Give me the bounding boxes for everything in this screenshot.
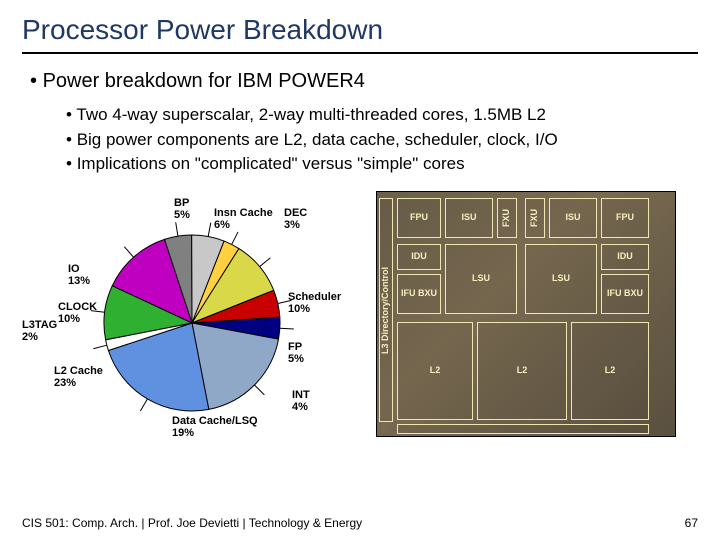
page-number: 67 (685, 516, 698, 530)
floorplan-block: IDU (397, 244, 441, 270)
pie-label: L3TAG2% (22, 319, 57, 343)
pie-label: IO13% (68, 263, 90, 287)
pie-label: FP5% (288, 341, 304, 365)
floorplan-block: L3 Directory/Control (379, 198, 393, 422)
slide-title: Processor Power Breakdown (22, 14, 698, 54)
floorplan-block: FPU (397, 198, 441, 238)
pie-label: L2 Cache23% (54, 365, 103, 389)
sub-bullet: Two 4-way superscalar, 2-way multi-threa… (66, 103, 698, 128)
floorplan-block: L2 (477, 322, 567, 420)
floorplan-block (397, 424, 649, 434)
sub-bullet: Implications on "complicated" versus "si… (66, 152, 698, 177)
floorplan-block: IFU BXU (397, 274, 441, 314)
floorplan-block: LSU (445, 244, 517, 314)
floorplan-block: IDU (601, 244, 649, 270)
floorplan-block: IFU BXU (601, 274, 649, 314)
pie-label: CLOCK10% (58, 301, 97, 325)
pie-chart: IO13% BP5% Insn Cache6% DEC3% Scheduler10% FP… (22, 191, 362, 451)
die-floorplan: FPUISUFXUFXUISUFPUIDUIDUIFU BXULSULSUIFU… (376, 191, 676, 437)
pie-label: INT4% (292, 389, 310, 413)
floorplan-block: ISU (445, 198, 493, 238)
floorplan-block: FXU (525, 198, 545, 238)
main-bullet: Power breakdown for IBM POWER4 (30, 70, 698, 93)
footer: CIS 501: Comp. Arch. | Prof. Joe Deviett… (22, 516, 698, 530)
floorplan-block: L2 (571, 322, 649, 420)
pie-label: BP5% (174, 197, 190, 221)
pie-label: DEC3% (284, 207, 307, 231)
floorplan-block: LSU (525, 244, 597, 314)
pie-label: Scheduler10% (288, 291, 341, 315)
sub-bullet-list: Two 4-way superscalar, 2-way multi-threa… (66, 103, 698, 177)
floorplan-block: ISU (549, 198, 597, 238)
pie-label: Insn Cache6% (214, 207, 273, 231)
content-row: IO13% BP5% Insn Cache6% DEC3% Scheduler10% FP… (22, 191, 698, 451)
floorplan-block: L2 (397, 322, 473, 420)
pie-label: Data Cache/LSQ19% (172, 415, 258, 439)
sub-bullet: Big power components are L2, data cache,… (66, 128, 698, 153)
footer-text: CIS 501: Comp. Arch. | Prof. Joe Deviett… (22, 516, 362, 530)
floorplan-block: FXU (497, 198, 517, 238)
floorplan-block: FPU (601, 198, 649, 238)
